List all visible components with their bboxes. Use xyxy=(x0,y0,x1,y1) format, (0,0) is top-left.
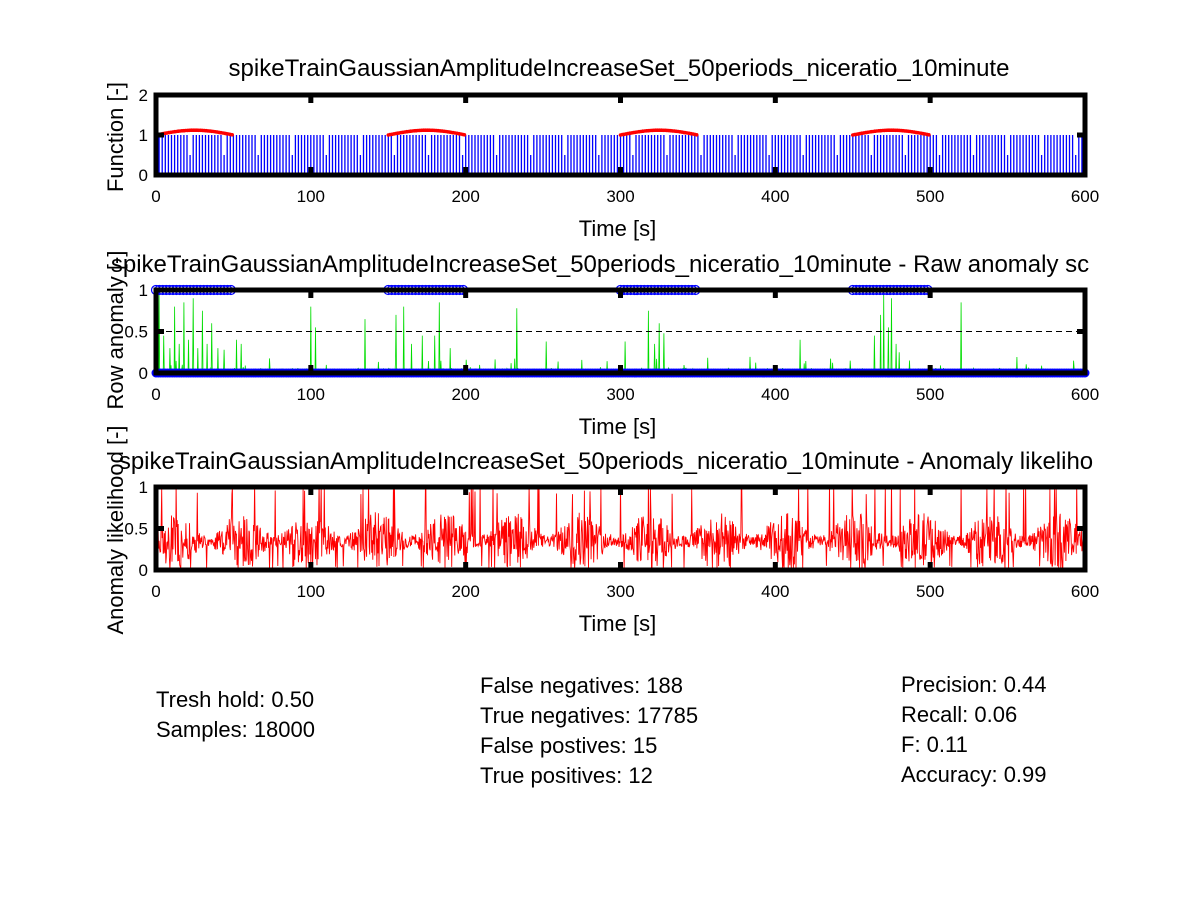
x-tick-label: 0 xyxy=(151,385,160,404)
samples-text: Samples: 18000 xyxy=(156,717,315,742)
y-axis-label: Function [-] xyxy=(103,82,128,192)
false-negatives-text: False negatives: 188 xyxy=(480,673,684,698)
true-negatives-text: True negatives: 17785 xyxy=(480,703,699,728)
y-tick-label: 2 xyxy=(139,86,148,105)
x-tick-label: 200 xyxy=(451,187,479,206)
true-positives-text: True positives: 12 xyxy=(480,763,653,788)
series-input-segments xyxy=(156,128,931,137)
x-tick-label: 300 xyxy=(606,582,634,601)
chart-2: 0 100 200 300 400 500 600 0 0.5 1 spikeTrainGaussi… xyxy=(103,251,1099,439)
chart-title: spikeTrainGaussianAmplitudeIncreaseSet_5… xyxy=(111,251,1089,278)
chart-1: 0 100 200 300 400 500 600 0 1 2 spikeTrainGaussian… xyxy=(103,55,1099,241)
x-tick-label: 400 xyxy=(761,187,789,206)
x-tick-label: 200 xyxy=(451,385,479,404)
x-axis-label: Time [s] xyxy=(579,414,656,439)
x-axis-label: Time [s] xyxy=(579,611,656,636)
x-tick-label: 400 xyxy=(761,582,789,601)
x-tick-label: 100 xyxy=(297,385,325,404)
series-raw-anomaly xyxy=(156,294,1085,373)
y-tick-label: 1 xyxy=(139,126,148,145)
y-tick-label: 0 xyxy=(139,364,148,383)
series-anomaly-likelihood xyxy=(156,487,1085,570)
recall-text: Recall: 0.06 xyxy=(901,702,1018,727)
x-tick-label: 100 xyxy=(297,187,325,206)
y-axis-label: Anomaly likelihood [-] xyxy=(103,425,128,634)
x-tick-label: 100 xyxy=(297,582,325,601)
stats-column-threshold: Tresh hold: 0.50 Samples: 18000 xyxy=(156,685,315,745)
x-tick-label: 500 xyxy=(916,582,944,601)
chart-title: spikeTrainGaussianAmplitudeIncreaseSet_5… xyxy=(229,55,1010,82)
x-tick-label: 600 xyxy=(1071,582,1099,601)
x-tick-label: 500 xyxy=(916,385,944,404)
x-tick-label: 0 xyxy=(151,187,160,206)
y-tick-label: 0.5 xyxy=(124,520,148,539)
plot-area xyxy=(156,128,1085,175)
y-tick-label: 1 xyxy=(139,478,148,497)
series-dot xyxy=(230,133,234,137)
plot-area xyxy=(156,294,1085,373)
series-dot xyxy=(462,133,467,137)
series-dot xyxy=(694,133,699,137)
precision-text: Precision: 0.44 xyxy=(901,672,1047,697)
x-tick-label: 0 xyxy=(151,582,160,601)
x-tick-label: 600 xyxy=(1071,187,1099,206)
y-tick-label: 0 xyxy=(139,561,148,580)
series-dot xyxy=(927,133,931,137)
y-tick-label: 1 xyxy=(139,281,148,300)
plot-area xyxy=(156,487,1085,570)
stats-column-metrics: Precision: 0.44 Recall: 0.06 F: 0.11 Acc… xyxy=(901,670,1047,790)
x-tick-label: 200 xyxy=(451,582,479,601)
x-tick-label: 500 xyxy=(916,187,944,206)
x-axis-label: Time [s] xyxy=(579,216,656,241)
threshold-text: Tresh hold: 0.50 xyxy=(156,687,315,712)
x-tick-label: 400 xyxy=(761,385,789,404)
chart-3: 0 100 200 300 400 500 600 0 0.5 1 spikeTrainGaussi… xyxy=(103,425,1099,636)
false-positives-text: False postives: 15 xyxy=(480,733,658,758)
x-tick-label: 600 xyxy=(1071,385,1099,404)
series-spike-train xyxy=(156,135,1085,175)
y-axis-label: Row anomaly [-] xyxy=(103,251,128,410)
accuracy-text: Accuracy: 0.99 xyxy=(901,762,1047,787)
f-score-text: F: 0.11 xyxy=(901,732,968,757)
x-tick-label: 300 xyxy=(606,187,634,206)
y-tick-label: 0.5 xyxy=(124,323,148,342)
chart-title: spikeTrainGaussianAmplitudeIncreaseSet_5… xyxy=(119,448,1093,475)
x-tick-label: 300 xyxy=(606,385,634,404)
y-tick-label: 0 xyxy=(139,166,148,185)
stats-column-confusion: False negatives: 188 True negatives: 177… xyxy=(480,671,698,791)
